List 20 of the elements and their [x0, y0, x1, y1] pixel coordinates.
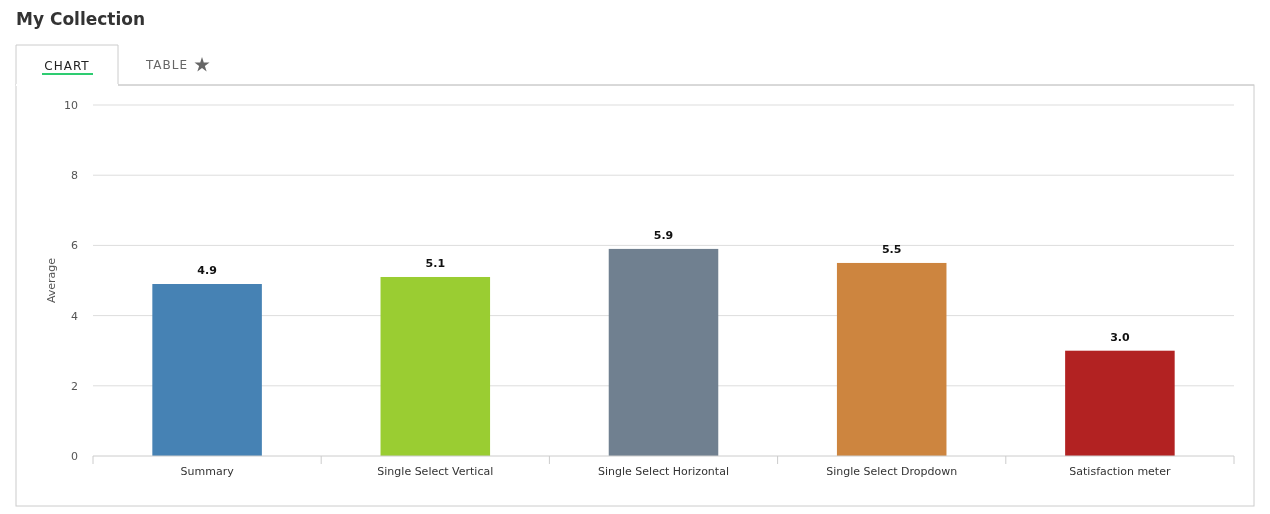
x-tick-label: Single Select Horizontal: [598, 465, 729, 478]
x-tick-label: Summary: [180, 465, 235, 478]
data-label: 4.9: [197, 264, 217, 278]
y-axis-title: Average: [45, 257, 58, 304]
x-tick-label: Satisfaction meter: [1069, 465, 1171, 478]
x-tick-label: Single Select Vertical: [377, 465, 494, 478]
text: CHART: [44, 59, 90, 73]
y-tick-label: 0: [71, 450, 78, 463]
y-tick-label: 10: [64, 99, 78, 112]
text: TABLE: [144, 58, 189, 72]
data-label: 3.0: [1110, 330, 1130, 344]
x-tick-label: Single Select Dropdown: [826, 465, 958, 478]
y-tick-label: 2: [71, 379, 78, 393]
y-tick-label: 6: [71, 239, 78, 253]
data-label: 5.9: [653, 228, 674, 242]
chart-title: My Collection: [16, 9, 146, 29]
y-tick-label: 4: [71, 309, 78, 323]
data-label: 5.1: [425, 256, 446, 270]
y-tick-label: 8: [71, 169, 78, 183]
data-label: 5.5: [881, 242, 902, 256]
